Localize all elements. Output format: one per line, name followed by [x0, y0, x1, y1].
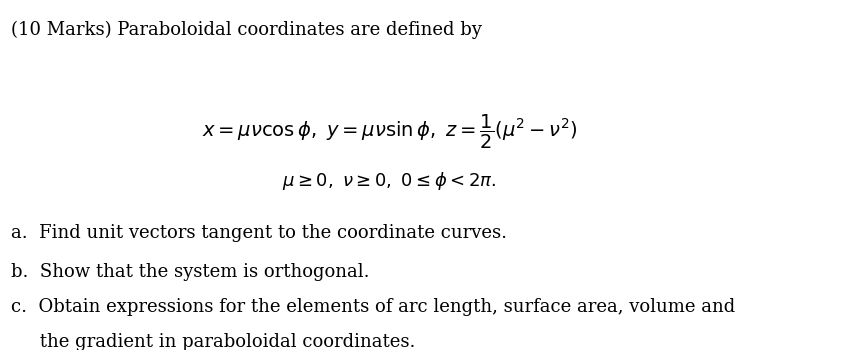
Text: $\mu \geq 0, \ \nu \geq 0, \ 0 \leq \phi < 2\pi.$: $\mu \geq 0, \ \nu \geq 0, \ 0 \leq \phi… [283, 170, 497, 192]
Text: b.  Show that the system is orthogonal.: b. Show that the system is orthogonal. [11, 262, 370, 280]
Text: a.  Find unit vectors tangent to the coordinate curves.: a. Find unit vectors tangent to the coor… [11, 224, 508, 242]
Text: $x = \mu\nu \cos \phi, \ y = \mu\nu \sin \phi, \ z = \dfrac{1}{2}(\mu^2 - \nu^2): $x = \mu\nu \cos \phi, \ y = \mu\nu \sin… [202, 113, 578, 151]
Text: (10 Marks) Paraboloidal coordinates are defined by: (10 Marks) Paraboloidal coordinates are … [11, 21, 482, 39]
Text: c.  Obtain expressions for the elements of arc length, surface area, volume and: c. Obtain expressions for the elements o… [11, 298, 736, 316]
Text: the gradient in paraboloidal coordinates.: the gradient in paraboloidal coordinates… [11, 332, 416, 350]
